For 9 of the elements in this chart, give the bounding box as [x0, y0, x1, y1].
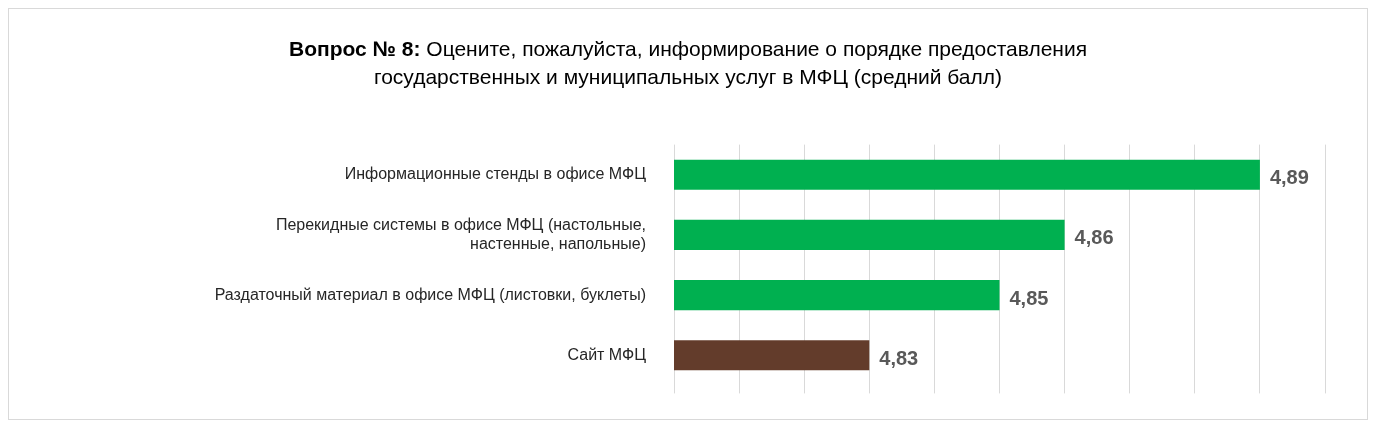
data-label: 4,83	[879, 346, 919, 369]
chart-title: Вопрос № 8: Оцените, пожалуйста, информирование о порядке предоставления государственных и муниципальных услуг в МФЦ (средний балл)	[288, 37, 1088, 88]
y-tick-label: Раздаточный материал в офисе МФЦ (листовки, буклеты)	[214, 285, 646, 303]
y-tick-label: Информационные стенды в офисе МФЦ	[344, 165, 647, 183]
y-tick-label: Перекидные системы в офисе МФЦ (настольные, настенные, напольные)	[275, 215, 646, 252]
data-label: 4,85	[1009, 286, 1049, 309]
y-tick-label: Сайт МФЦ	[567, 345, 647, 363]
data-label: 4,86	[1074, 226, 1114, 249]
data-label: 4,89	[1269, 166, 1309, 189]
